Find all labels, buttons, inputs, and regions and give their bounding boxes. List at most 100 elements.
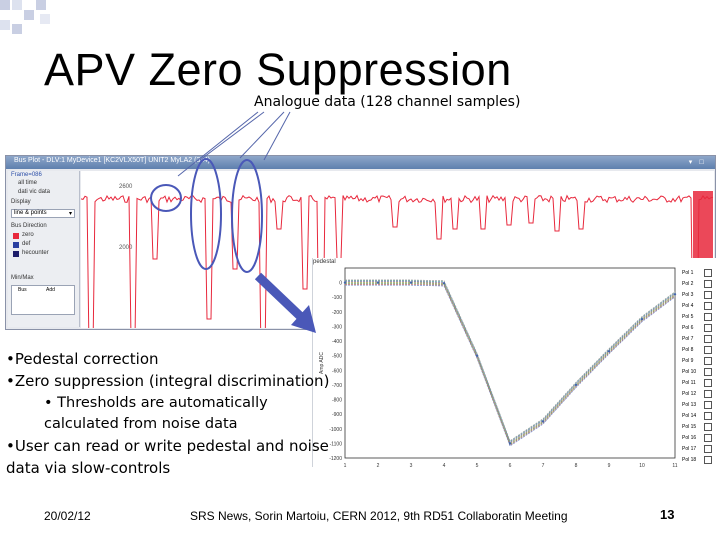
legend-item[interactable]: Pol 3 xyxy=(680,290,718,301)
series-line xyxy=(345,284,676,446)
x-tick-label: 7 xyxy=(542,463,545,467)
legend-item[interactable]: Pol 6 xyxy=(680,323,718,334)
footer-date: 20/02/12 xyxy=(44,509,91,523)
legend-checkbox[interactable] xyxy=(704,313,712,321)
series-line xyxy=(345,284,676,447)
legend-item[interactable]: Pol 15 xyxy=(680,422,718,433)
legend-checkbox[interactable] xyxy=(704,302,712,310)
legend-label: Pol 15 xyxy=(682,424,697,430)
series-line xyxy=(345,281,676,444)
legend-label: Pol 13 xyxy=(682,402,697,408)
x-tick-label: 5 xyxy=(476,463,479,467)
legend-label: Pol 1 xyxy=(682,270,694,276)
y-tick-label: -200 xyxy=(332,310,342,316)
legend-item[interactable]: Pol 10 xyxy=(680,367,718,378)
bus-item-def[interactable]: def xyxy=(22,241,31,247)
legend-label: Pol 8 xyxy=(682,347,694,353)
legend-checkbox[interactable] xyxy=(704,280,712,288)
signal-line xyxy=(80,194,714,329)
legend-item[interactable]: Pol 5 xyxy=(680,312,718,323)
legend-label: Pol 4 xyxy=(682,303,694,309)
data-point xyxy=(640,317,644,321)
legend-label: Pol 9 xyxy=(682,358,694,364)
bullet-slow-controls: •User can read or write pedestal and noi… xyxy=(6,437,329,455)
highlight-ellipse-2 xyxy=(190,158,222,270)
minmax-table: Bus Add xyxy=(11,285,75,315)
legend-checkbox[interactable] xyxy=(704,423,712,431)
legend-item[interactable]: Pol 17 xyxy=(680,444,718,455)
swatch-red-icon xyxy=(13,233,19,239)
highlight-ellipse-3 xyxy=(231,159,263,273)
data-point xyxy=(442,282,446,285)
data-point xyxy=(607,350,611,353)
legend-item[interactable]: Pol 8 xyxy=(680,345,718,356)
legend-item[interactable]: Pol 1 xyxy=(680,268,718,279)
series-line xyxy=(345,283,676,445)
series-line xyxy=(345,279,676,442)
legend-checkbox[interactable] xyxy=(704,368,712,376)
legend-item[interactable]: Pol 11 xyxy=(680,378,718,389)
legend-label: Pol 16 xyxy=(682,435,697,441)
legend-checkbox[interactable] xyxy=(704,456,712,464)
minmax-col-add: Add xyxy=(46,287,55,293)
y-tick-label: 0 xyxy=(339,281,342,287)
plot-frame xyxy=(344,267,676,459)
data-point xyxy=(343,281,347,284)
swatch-blue-icon xyxy=(13,242,19,248)
legend-label: Pol 6 xyxy=(682,325,694,331)
legend-checkbox[interactable] xyxy=(704,445,712,453)
series-line xyxy=(345,282,676,444)
legend-checkbox[interactable] xyxy=(704,401,712,409)
data-point xyxy=(475,354,479,357)
callout-line-1 xyxy=(177,111,259,177)
legend-label: Pol 11 xyxy=(682,380,696,386)
bus-item-zero[interactable]: zero xyxy=(22,232,34,238)
legend-label: Pol 5 xyxy=(682,314,694,320)
legend-label: Pol 7 xyxy=(682,336,694,342)
legend-checkbox[interactable] xyxy=(704,434,712,442)
y-tick-2000: 2000 xyxy=(119,245,133,251)
x-tick-label: 1 xyxy=(344,463,347,467)
y-tick-label: -400 xyxy=(332,339,342,345)
legend-checkbox[interactable] xyxy=(704,291,712,299)
minimize-icon[interactable]: ▾ xyxy=(688,159,693,166)
legend-checkbox[interactable] xyxy=(704,324,712,332)
legend-item[interactable]: Pol 4 xyxy=(680,301,718,312)
legend-item[interactable]: Pol 14 xyxy=(680,411,718,422)
legend-checkbox[interactable] xyxy=(704,390,712,398)
pedestal-plot-window: 1 2 3 4 5 6 7 8 9 10 11 0 -100 -200 -300 -400 -500 -600 -7… xyxy=(312,258,718,477)
legend-item[interactable]: Pol 9 xyxy=(680,356,718,367)
bullet-thresholds: • Thresholds are automatically xyxy=(44,395,268,411)
y-tick-label: -300 xyxy=(332,324,342,330)
checkbox-data[interactable]: dati vic data xyxy=(18,189,51,195)
legend-checkbox[interactable] xyxy=(704,379,712,387)
series-line xyxy=(345,280,676,443)
bus-item-counter[interactable]: hecounter xyxy=(22,250,49,256)
x-tick-label: 11 xyxy=(672,463,677,467)
window-titlebar: Bus Plot - DLV:1 MyDevice1 [KC2VLX50T] U… xyxy=(6,156,715,169)
callout-line-2 xyxy=(199,111,265,161)
bus-direction-label: Bus Direction xyxy=(11,223,47,229)
minmax-col-bus: Bus xyxy=(18,287,27,293)
data-point xyxy=(409,281,413,284)
legend-checkbox[interactable] xyxy=(704,269,712,277)
y-tick-label: -800 xyxy=(332,398,342,404)
legend-checkbox[interactable] xyxy=(704,412,712,420)
checkbox-all-time[interactable]: all time xyxy=(18,180,38,186)
legend-item[interactable]: Pol 12 xyxy=(680,389,718,400)
arrow-head-icon xyxy=(291,305,316,333)
legend-checkbox[interactable] xyxy=(704,346,712,354)
legend-item[interactable]: Pol 2 xyxy=(680,279,718,290)
display-mode-select[interactable]: line & points ▾ xyxy=(11,209,75,218)
pedestal-plot-svg: 1 2 3 4 5 6 7 8 9 10 11 0 -100 -200 -300 -400 -500 -600 -7… xyxy=(319,267,678,477)
maximize-icon[interactable]: □ xyxy=(699,159,704,166)
y-tick-label: -100 xyxy=(332,295,342,301)
legend-checkbox[interactable] xyxy=(704,335,712,343)
x-tick-label: 3 xyxy=(410,463,413,467)
legend-checkbox[interactable] xyxy=(704,357,712,365)
legend-item[interactable]: Pol 18 xyxy=(680,455,718,466)
legend-item[interactable]: Pol 7 xyxy=(680,334,718,345)
legend-item[interactable]: Pol 16 xyxy=(680,433,718,444)
legend-item[interactable]: Pol 13 xyxy=(680,400,718,411)
bullet-thresholds-cont: calculated from noise data xyxy=(44,416,238,432)
